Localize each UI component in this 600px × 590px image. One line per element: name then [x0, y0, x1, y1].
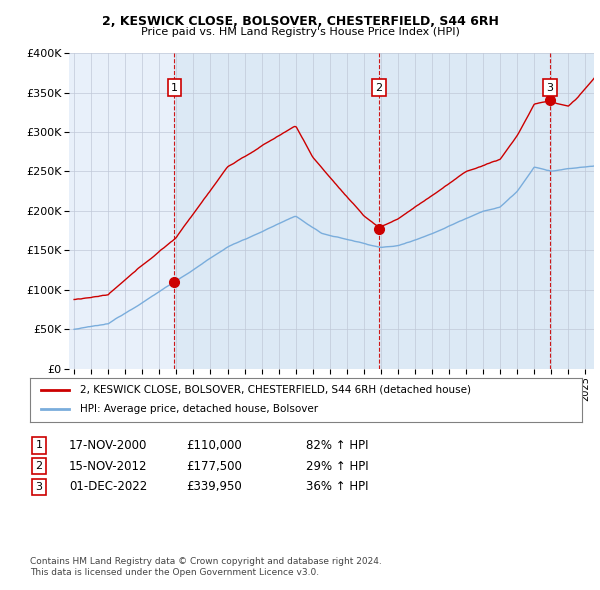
- Text: Price paid vs. HM Land Registry's House Price Index (HPI): Price paid vs. HM Land Registry's House …: [140, 27, 460, 37]
- Text: 3: 3: [35, 482, 43, 491]
- Bar: [379, 53, 550, 369]
- Text: 15-NOV-2012: 15-NOV-2012: [69, 460, 148, 473]
- Text: 2, KESWICK CLOSE, BOLSOVER, CHESTERFIELD, S44 6RH: 2, KESWICK CLOSE, BOLSOVER, CHESTERFIELD…: [101, 15, 499, 28]
- Text: 36% ↑ HPI: 36% ↑ HPI: [306, 480, 368, 493]
- Text: 82% ↑ HPI: 82% ↑ HPI: [306, 439, 368, 452]
- Text: This data is licensed under the Open Government Licence v3.0.: This data is licensed under the Open Gov…: [30, 568, 319, 577]
- Text: £110,000: £110,000: [186, 439, 242, 452]
- Text: £177,500: £177,500: [186, 460, 242, 473]
- Text: Contains HM Land Registry data © Crown copyright and database right 2024.: Contains HM Land Registry data © Crown c…: [30, 557, 382, 566]
- Text: HPI: Average price, detached house, Bolsover: HPI: Average price, detached house, Bols…: [80, 405, 318, 414]
- Text: 2, KESWICK CLOSE, BOLSOVER, CHESTERFIELD, S44 6RH (detached house): 2, KESWICK CLOSE, BOLSOVER, CHESTERFIELD…: [80, 385, 470, 395]
- Text: 29% ↑ HPI: 29% ↑ HPI: [306, 460, 368, 473]
- Text: 3: 3: [547, 83, 554, 93]
- Text: 01-DEC-2022: 01-DEC-2022: [69, 480, 147, 493]
- Text: 1: 1: [35, 441, 43, 450]
- Text: 2: 2: [376, 83, 382, 93]
- Bar: [550, 53, 594, 369]
- Text: £339,950: £339,950: [186, 480, 242, 493]
- Bar: [175, 53, 379, 369]
- Text: 2: 2: [35, 461, 43, 471]
- Text: 1: 1: [171, 83, 178, 93]
- Text: 17-NOV-2000: 17-NOV-2000: [69, 439, 148, 452]
